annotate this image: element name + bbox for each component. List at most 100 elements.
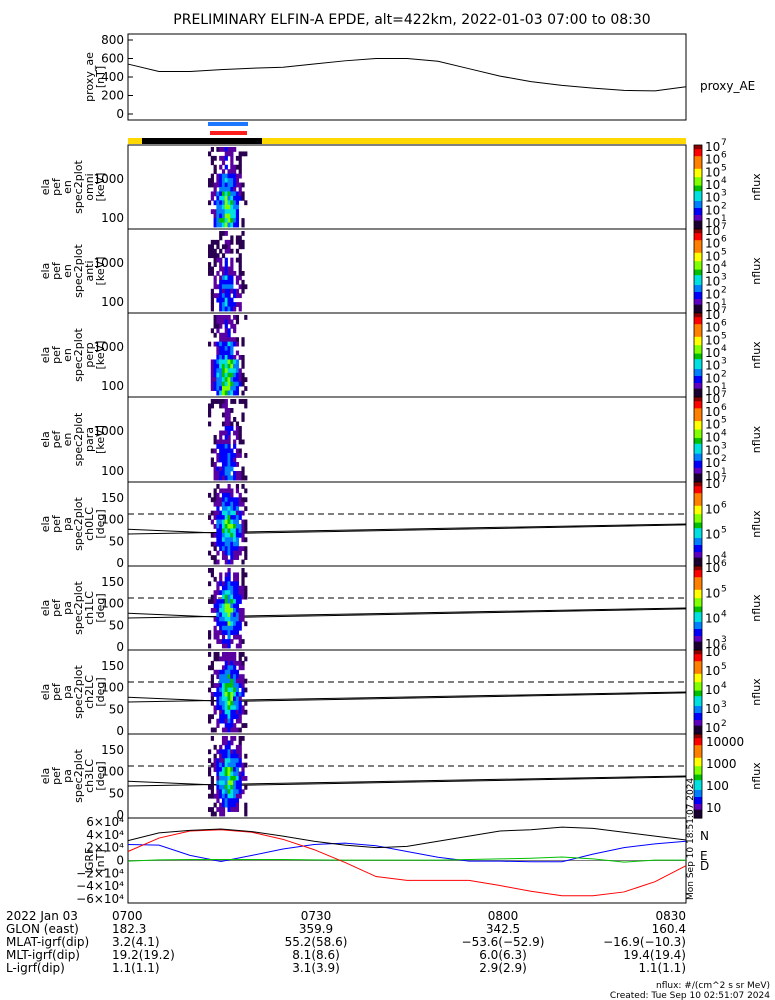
- panel-spec-para-cell: [221, 403, 226, 409]
- panel-pa-ch0-cbar-cell: [694, 522, 702, 525]
- panel-pa-ch2-cell: [208, 718, 212, 724]
- panel-spec-perp-cbar-cell: [694, 324, 702, 327]
- panel-spec-perp-cbar-exp: 1: [721, 382, 727, 392]
- panel-pa-ch1-cell: [233, 621, 237, 627]
- panel-spec-para-cell: [219, 403, 223, 409]
- panel-pa-ch2-cell: [241, 692, 245, 697]
- panel-pa-ch2-cell: [208, 665, 212, 671]
- panel-pa-ch0-cell: [219, 488, 223, 494]
- panel-pa-ch1-cbar-cell: [694, 637, 702, 640]
- panel-pa-ch3-cell: [233, 758, 237, 764]
- panel-spec-omni-cell: [230, 209, 234, 215]
- panel-pa-ch3-cbar-cell: [694, 774, 702, 777]
- panel-spec-perp-cell: [219, 355, 223, 360]
- panel-pa-ch1-cell: [230, 616, 234, 622]
- panel-spec-anti-cell: [224, 302, 228, 307]
- panel-spec-perp-cell: [241, 355, 245, 360]
- panel-pa-ch1-cell: [219, 576, 223, 582]
- panel-spec-perp-ylabel-line: perp: [83, 342, 96, 367]
- panel-spec-para-cell: [224, 462, 228, 467]
- panel-pa-ch3-cell: [221, 802, 226, 808]
- panel-spec-perp-cell: [224, 323, 228, 329]
- panel-spec-omni-cell: [221, 218, 226, 223]
- panel-spec-omni-cell: [216, 204, 220, 210]
- panel-pa-ch2-cell: [210, 700, 214, 706]
- panel-spec-omni-cell: [227, 169, 231, 175]
- panel-spec-omni-cell: [221, 182, 226, 188]
- panel-pa-ch0-cell: [230, 515, 234, 520]
- panel-pa-ch3-cell: [233, 753, 237, 759]
- panel-spec-omni-cell: [230, 200, 234, 206]
- panel-pa-ch0-cell: [219, 519, 223, 525]
- panel-spec-omni-cell: [235, 195, 240, 201]
- panels: proxy_ae[nT]8006004002000proxy_AEelapefe…: [39, 33, 763, 906]
- panel-pa-ch0-cbar-cell: [694, 564, 702, 567]
- panel-spec-para-cell: [238, 435, 242, 440]
- panel-spec-perp-cell: [219, 350, 223, 356]
- panel-spec-perp-cell: [219, 390, 223, 396]
- panel-spec-omni-cell: [233, 164, 237, 170]
- panel-spec-para-cell: [227, 430, 231, 436]
- panel-spec-perp-cell: [241, 359, 245, 365]
- panel-spec-omni-cell: [233, 182, 237, 188]
- panel-pa-ch3-cbar-cell: [694, 809, 702, 812]
- panel-pa-ch1-cell: [227, 581, 231, 587]
- panel-igrf-ytick: 0: [116, 854, 124, 868]
- panel-spec-para-ylabel-line: en: [61, 433, 74, 447]
- panel-pa-ch1-cell: [224, 581, 228, 587]
- panel-spec-perp-cell: [235, 386, 240, 391]
- panel-spec-para-cell: [230, 457, 234, 463]
- panel-pa-ch1-cell: [235, 616, 240, 622]
- panel-spec-perp-cell: [224, 337, 228, 343]
- panel-pa-ch1-cell: [230, 590, 234, 596]
- panel-ae-ytick: 400: [101, 70, 124, 84]
- panel-pa-ch2-cbar-label: 10: [705, 702, 720, 716]
- panel-pa-ch1-cell: [238, 590, 242, 596]
- panel-spec-para-cell: [238, 430, 242, 436]
- panel-pa-ch3-cell: [224, 798, 228, 804]
- panel-spec-perp-cbar-cell: [694, 352, 702, 355]
- panel-spec-anti-cbar-cell: [694, 273, 702, 276]
- panel-spec-para-cbar-cell: [694, 456, 702, 459]
- panel-spec-perp-cell: [233, 377, 237, 383]
- panel-pa-ch0-cell: [241, 532, 245, 538]
- panel-spec-anti-cell: [221, 306, 226, 312]
- panel-spec-perp-cbar-cell: [694, 314, 702, 317]
- panel-pa-ch2-cell: [244, 678, 248, 684]
- panel-spec-para-cbar-cell: [694, 470, 702, 473]
- panel-spec-perp-cell: [230, 319, 234, 325]
- panel-pa-ch3-cell: [241, 767, 245, 772]
- panel-spec-perp-cell: [235, 363, 240, 369]
- panel-pa-ch0-ylabel-line: ch0LC: [83, 507, 96, 541]
- panel-spec-para-cbar-cell: [694, 436, 702, 439]
- panel-pa-ch1-cell: [219, 616, 223, 622]
- panel-spec-anti-cbar-label: 10: [705, 287, 720, 301]
- panel-pa-ch3-cell: [235, 758, 240, 764]
- panel-spec-anti-cell: [230, 257, 234, 263]
- panel-pa-ch2-cell: [219, 669, 223, 675]
- panel-spec-para-cell: [227, 448, 231, 454]
- panel-pa-ch1-cell: [227, 585, 231, 591]
- panel-spec-perp-cell: [230, 350, 234, 356]
- panel-pa-ch2-cell: [244, 723, 248, 728]
- panel-pa-ch0-cell: [238, 515, 242, 520]
- panel-pa-ch3-cell: [219, 776, 223, 781]
- panel-spec-para-cell: [235, 426, 240, 431]
- panel-spec-perp-cell: [233, 363, 237, 369]
- panel-spec-perp-cbar-cell: [694, 321, 702, 324]
- panel-spec-omni-cell: [210, 160, 214, 166]
- panel-pa-ch1-cell: [227, 599, 231, 604]
- panel-spec-perp-cell: [227, 350, 231, 356]
- panel-pa-ch2-cell: [238, 696, 242, 702]
- panel-spec-omni-cbar-cell: [694, 177, 702, 180]
- panel-spec-perp-cbar-cell: [694, 353, 702, 356]
- panel-pa-ch1-cell: [219, 608, 223, 613]
- panel-pa-ch1-cell: [208, 643, 212, 649]
- panel-spec-perp-cbar-cell: [694, 363, 702, 366]
- panel-pa-ch0-cell: [216, 532, 220, 538]
- panel-spec-anti-cell: [230, 262, 234, 267]
- panel-spec-omni-cell: [235, 182, 240, 188]
- panel-pa-ch0-cell: [238, 497, 242, 503]
- panel-pa-ch0-cell: [219, 497, 223, 503]
- panel-pa-ch0-cell: [241, 528, 245, 534]
